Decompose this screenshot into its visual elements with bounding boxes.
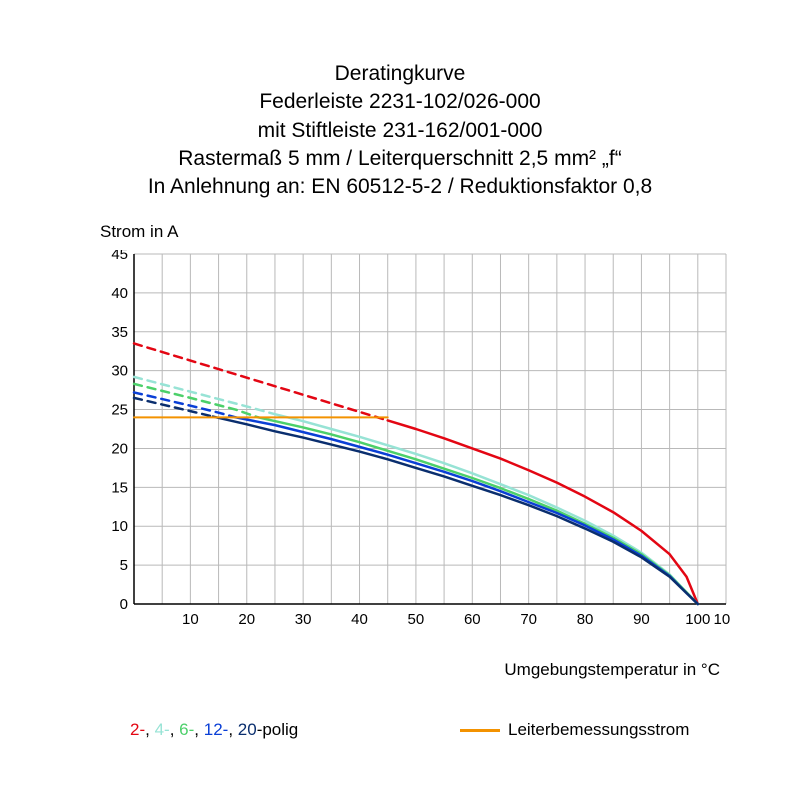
legend-item: 6- [179,720,194,739]
x-axis-label: Umgebungstemperatur in °C [504,660,720,680]
title-block: Deratingkurve Federleiste 2231-102/026-0… [0,60,800,202]
svg-text:15: 15 [111,479,128,496]
svg-text:25: 25 [111,402,128,419]
svg-text:45: 45 [111,250,128,263]
svg-text:40: 40 [351,611,368,628]
svg-text:60: 60 [464,611,481,628]
title-line-3: mit Stiftleiste 231-162/001-000 [0,117,800,145]
svg-text:90: 90 [633,611,650,628]
legend-polig: 2-, 4-, 6-, 12-, 20-polig [130,720,298,740]
derating-chart: 0 5 10 15 20 25 30 35 40 45 10 20 30 40 50 60 70 80 90 1001… [100,250,730,630]
chart-area: 0 5 10 15 20 25 30 35 40 45 10 20 30 40 50 60 70 80 90 1001… [100,250,730,630]
title-line-2: Federleiste 2231-102/026-000 [0,88,800,116]
y-axis-label: Strom in A [100,222,178,242]
title-line-1: Deratingkurve [0,60,800,88]
svg-text:0: 0 [120,596,128,613]
legend-item: 2- [130,720,145,739]
svg-text:105: 105 [713,611,730,628]
svg-text:80: 80 [577,611,594,628]
svg-text:20: 20 [238,611,255,628]
legend-item: 20 [238,720,257,739]
title-line-4: Rastermaß 5 mm / Leiterquerschnitt 2,5 m… [0,145,800,173]
page: Deratingkurve Federleiste 2231-102/026-0… [0,0,800,800]
svg-text:100: 100 [685,611,710,628]
rated-current-swatch [460,729,500,732]
legend-rated-current: Leiterbemessungsstrom [460,720,689,740]
legend-polig-suffix: -polig [257,720,299,739]
svg-text:30: 30 [295,611,312,628]
title-line-5: In Anlehnung an: EN 60512-5-2 / Reduktio… [0,173,800,201]
svg-text:40: 40 [111,285,128,302]
svg-text:10: 10 [182,611,199,628]
svg-text:5: 5 [120,557,128,574]
rated-current-label: Leiterbemessungsstrom [508,720,689,740]
legend-item: 4- [155,720,170,739]
svg-text:20: 20 [111,440,128,457]
svg-text:35: 35 [111,324,128,341]
svg-text:10: 10 [111,518,128,535]
legend-item: 12- [204,720,229,739]
svg-text:70: 70 [520,611,537,628]
svg-text:30: 30 [111,363,128,380]
svg-text:50: 50 [408,611,425,628]
